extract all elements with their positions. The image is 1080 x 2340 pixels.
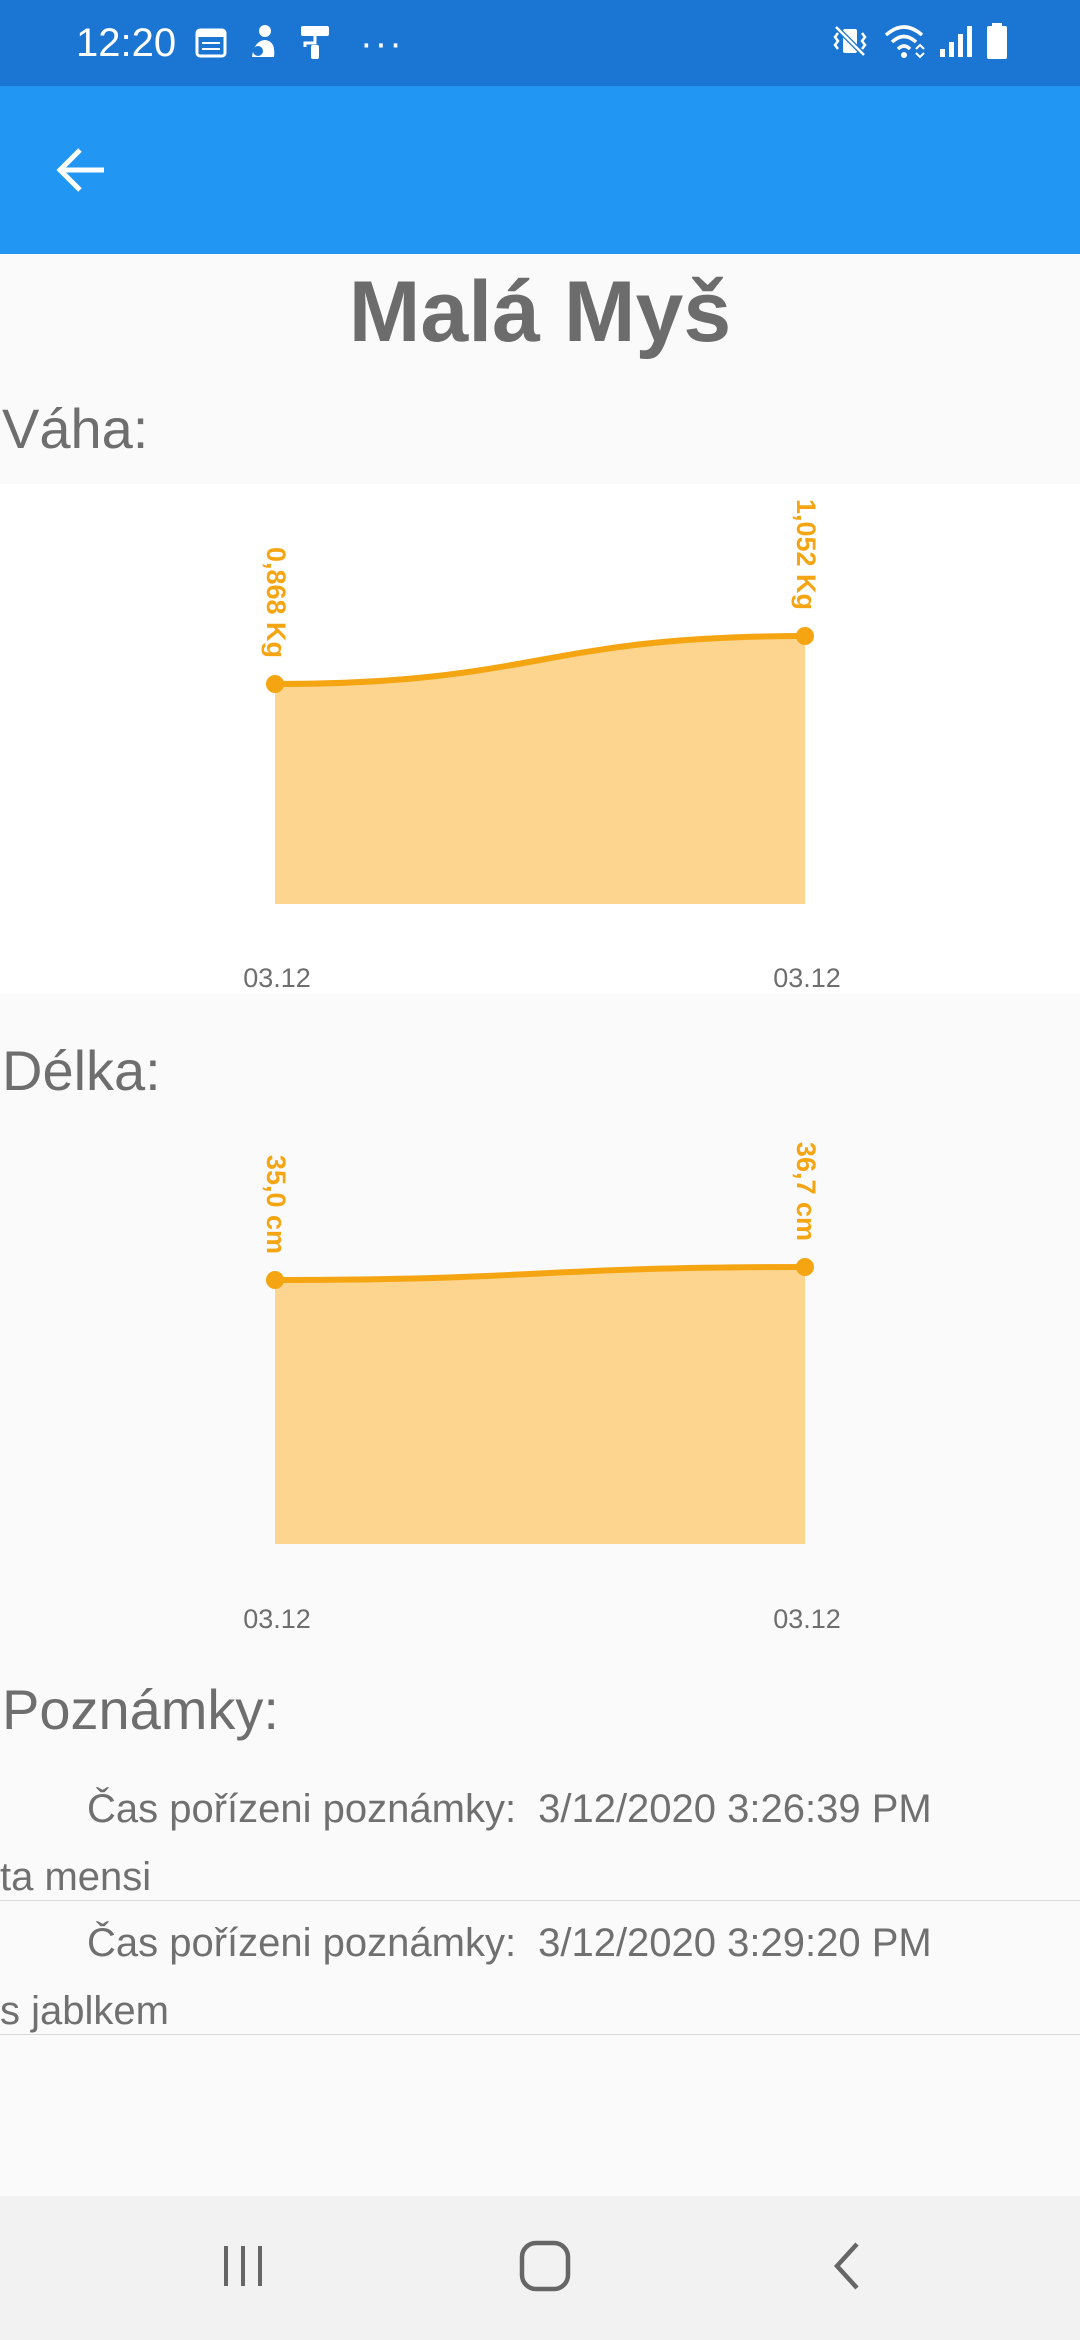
notes-label: Poznámky:	[2, 1678, 279, 1741]
note-timestamp: Čas pořízeni poznámky: 3/12/2020 3:26:39 …	[87, 1784, 932, 1834]
weight-point	[266, 675, 284, 693]
weight-chart: 0,868 Kg 03.12 1,052 Kg 03.12	[0, 484, 1080, 994]
person-icon	[246, 23, 280, 66]
length-chart: 35,0 cm 03.12 36,7 cm 03.12	[0, 1124, 1080, 1644]
system-back-button[interactable]	[797, 2218, 897, 2318]
length-value-label: 35,0 cm	[261, 1155, 291, 1254]
app-bar	[0, 86, 1080, 254]
weight-tick-label: 03.12	[773, 963, 841, 993]
note-time-value: 3/12/2020 3:26:39 PM	[538, 1787, 932, 1831]
calendar-icon	[194, 25, 228, 64]
length-tick-label: 03.12	[243, 1604, 311, 1634]
note-item[interactable]: Čas pořízeni poznámky: 3/12/2020 3:29:20 …	[0, 1900, 1080, 2035]
note-time-label: Čas pořízeni poznámky:	[87, 1921, 517, 1965]
note-timestamp: Čas pořízeni poznámky: 3/12/2020 3:29:20 …	[87, 1918, 932, 1968]
length-point	[796, 1258, 814, 1276]
recent-apps-button[interactable]	[193, 2218, 293, 2318]
weight-tick-label: 03.12	[243, 963, 311, 993]
status-bar: 12:20 ···	[0, 0, 1080, 86]
length-value-label: 36,7 cm	[791, 1142, 821, 1241]
back-icon	[827, 2239, 867, 2298]
note-time-label: Čas pořízeni poznámky:	[87, 1787, 517, 1831]
home-icon	[518, 2239, 572, 2298]
page-title: Malá Myš	[348, 264, 732, 360]
note-text: s jablkem	[0, 1989, 169, 2033]
length-point	[266, 1271, 284, 1289]
note-item[interactable]: Čas pořízeni poznámky: 3/12/2020 3:26:39 …	[0, 1766, 1080, 1901]
navigation-bar	[0, 2196, 1080, 2340]
weight-label: Váha:	[2, 397, 149, 460]
length-tick-label: 03.12	[773, 1604, 841, 1634]
length-chart-svg: 35,0 cm 03.12 36,7 cm 03.12	[243, 1142, 841, 1634]
signal-icon	[938, 23, 974, 64]
recent-apps-icon	[218, 2243, 268, 2294]
weight-line	[274, 633, 806, 687]
weight-value-label: 0,868 Kg	[261, 547, 291, 658]
status-time: 12:20	[76, 21, 177, 65]
note-text: ta mensi	[0, 1855, 152, 1899]
length-label: Délka:	[2, 1039, 161, 1102]
back-button[interactable]	[40, 130, 124, 214]
weight-chart-svg: 0,868 Kg 03.12 1,052 Kg 03.12	[243, 499, 841, 993]
weight-value-label: 1,052 Kg	[791, 499, 821, 610]
length-line	[274, 1264, 806, 1283]
length-area	[275, 1267, 805, 1544]
vibrate-mute-icon	[830, 21, 870, 66]
paint-roller-icon	[298, 23, 332, 66]
battery-icon	[986, 22, 1008, 65]
wifi-icon	[882, 21, 926, 66]
arrow-left-icon	[54, 142, 110, 203]
status-icons-left: ···	[194, 22, 404, 66]
weight-area	[275, 636, 805, 904]
overflow-indicator: ···	[360, 23, 404, 65]
note-time-value: 3/12/2020 3:29:20 PM	[538, 1921, 932, 1965]
status-icons-right	[830, 20, 1008, 66]
home-button[interactable]	[495, 2218, 595, 2318]
weight-point	[796, 627, 814, 645]
